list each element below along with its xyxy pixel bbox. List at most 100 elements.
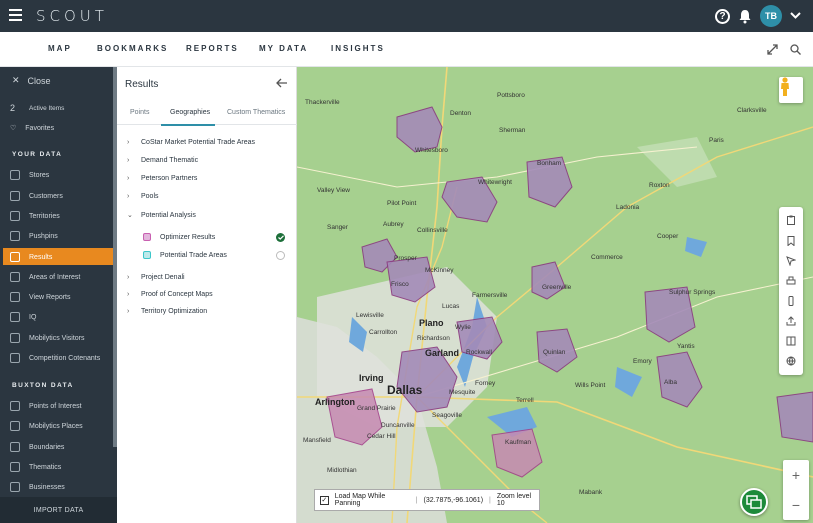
map-canvas[interactable]: Dallas Irving Arlington Garland Plano Mc… <box>297 67 813 523</box>
results-tabs: Points Geographies Custom Thematics <box>117 103 297 126</box>
map-label-denton: Denton <box>450 110 471 117</box>
nav-map[interactable]: MAP <box>48 44 72 53</box>
map-label-carrollton: Carrollton <box>369 329 398 336</box>
zoom-in-button[interactable]: + <box>791 467 801 483</box>
nav-insights[interactable]: INSIGHTS <box>331 44 385 53</box>
import-data-button[interactable]: IMPORT DATA <box>0 497 117 523</box>
map-label-garland: Garland <box>425 348 460 358</box>
bell-icon[interactable] <box>738 9 752 24</box>
map-label-frisco: Frisco <box>391 281 409 288</box>
map-label-pottsboro: Pottsboro <box>497 92 525 99</box>
map-label-duncanville: Duncanville <box>381 422 415 429</box>
map-label-sulphur-springs: Sulphur Springs <box>669 289 716 296</box>
globe-icon[interactable] <box>786 356 796 366</box>
chat-fab-button[interactable] <box>740 488 768 516</box>
tree-item-project-denali[interactable]: › Project Denali <box>127 274 185 281</box>
tree-item-demand-thematic[interactable]: › Demand Thematic <box>127 157 199 164</box>
print-icon[interactable] <box>786 276 796 286</box>
sidebar-item-points-of-interest[interactable]: Points of Interest <box>10 398 115 414</box>
results-panel: Results Points Geographies Custom Themat… <box>117 67 297 523</box>
tab-geographies[interactable]: Geographies <box>170 109 211 116</box>
folder-icon <box>10 272 20 282</box>
sub-item-potential-trade-areas[interactable]: Potential Trade Areas <box>143 251 227 259</box>
top-bar: SCOUT ? TB <box>0 0 813 32</box>
tree-item-proof-of-concept[interactable]: › Proof of Concept Maps <box>127 291 213 298</box>
bookmark-icon[interactable] <box>786 236 796 246</box>
avatar[interactable]: TB <box>760 5 782 27</box>
tree-item-peterson[interactable]: › Peterson Partners <box>127 175 198 182</box>
zoom-out-button[interactable]: − <box>791 497 801 513</box>
sidebar-item-pushpins[interactable]: Pushpins <box>10 228 115 244</box>
sidebar-item-results[interactable]: Results <box>10 249 115 265</box>
trade-area-swatch <box>143 251 151 259</box>
optimizer-swatch <box>143 233 151 241</box>
load-while-panning-checkbox[interactable]: ✓ <box>320 495 329 505</box>
map-label-roxton: Roxton <box>649 182 670 189</box>
chevron-down-icon[interactable] <box>790 11 801 22</box>
cursor-icon[interactable] <box>786 256 796 266</box>
sidebar-item-territories[interactable]: Territories <box>10 208 115 224</box>
expand-icon[interactable] <box>767 42 778 60</box>
map-label-terrell: Terrell <box>516 397 534 404</box>
sidebar-item-favorites[interactable]: ♡ Favorites <box>10 124 55 133</box>
sidebar-item-competition-cotenants[interactable]: Competition Cotenants <box>10 350 115 366</box>
checked-circle-icon[interactable] <box>276 233 285 242</box>
map-label-yantis: Yantis <box>677 343 695 350</box>
sidebar-item-businesses[interactable]: Businesses <box>10 479 115 495</box>
nav-bookmarks[interactable]: BOOKMARKS <box>97 44 169 53</box>
sidebar-item-iq[interactable]: IQ <box>10 309 115 325</box>
app-logo: SCOUT <box>36 7 108 25</box>
sub-item-optimizer-results[interactable]: Optimizer Results <box>143 233 215 241</box>
tree-item-pools[interactable]: › Pools <box>127 193 159 200</box>
nav-reports[interactable]: REPORTS <box>186 44 239 53</box>
tab-points[interactable]: Points <box>130 109 150 116</box>
sidebar-item-thematics[interactable]: Thematics <box>10 459 115 475</box>
map-label-prosper: Prosper <box>394 255 417 262</box>
thematics-icon <box>10 462 20 472</box>
sidebar-item-boundaries[interactable]: Boundaries <box>10 439 115 455</box>
close-button[interactable]: ✕ Close <box>12 75 51 86</box>
chevron-right-icon: › <box>127 274 130 281</box>
map-label-grand-prairie: Grand Prairie <box>357 405 396 412</box>
share-icon[interactable] <box>786 316 796 326</box>
close-icon: ✕ <box>12 75 20 85</box>
zoom-level-readout: Zoom level 10 <box>496 493 532 507</box>
chevron-right-icon: › <box>127 193 130 200</box>
map-label-rockwall: Rockwall <box>466 349 493 356</box>
map-label-mabank: Mabank <box>579 489 603 496</box>
map-label-mansfield: Mansfield <box>303 437 331 444</box>
tree-item-potential-analysis[interactable]: ⌄ Potential Analysis <box>127 211 196 220</box>
territories-icon <box>10 211 20 221</box>
sidebar-item-stores[interactable]: Stores <box>10 167 115 183</box>
map-label-valley-view: Valley View <box>317 187 350 194</box>
map-label-whitesboro: Whitesboro <box>415 147 448 154</box>
sidebar-item-customers[interactable]: Customers <box>10 188 115 204</box>
mobile-icon[interactable] <box>786 296 796 306</box>
sidebar-item-active-items[interactable]: 2 Active Items <box>10 103 65 113</box>
search-icon[interactable] <box>790 42 801 60</box>
sidebar-item-mobilytics-places[interactable]: Mobilytics Places <box>10 418 115 434</box>
back-arrow-icon[interactable] <box>276 77 288 91</box>
street-view-pegman-icon[interactable] <box>779 77 803 103</box>
tree-item-costar[interactable]: › CoStar Market Potential Trade Areas <box>127 139 255 146</box>
hamburger-menu-icon[interactable] <box>9 9 22 22</box>
unchecked-circle-icon[interactable] <box>276 251 285 260</box>
nav-bar: MAP BOOKMARKS REPORTS MY DATA INSIGHTS <box>0 32 813 67</box>
columns-icon[interactable] <box>786 336 796 346</box>
sidebar-scrollbar[interactable] <box>113 67 117 447</box>
report-icon <box>10 292 20 302</box>
map-label-pilot-point: Pilot Point <box>387 200 417 207</box>
buxton-data-heading: BUXTON DATA <box>12 382 74 389</box>
active-count: 2 <box>10 103 16 113</box>
help-icon[interactable]: ? <box>715 8 730 24</box>
nav-my-data[interactable]: MY DATA <box>259 44 309 53</box>
tree-item-territory-optimization[interactable]: › Territory Optimization <box>127 308 208 315</box>
sidebar-item-areas-of-interest[interactable]: Areas of Interest <box>10 269 115 285</box>
map-label-quinlan: Quinlan <box>543 349 566 356</box>
map-label-aubrey: Aubrey <box>383 221 404 228</box>
clipboard-icon[interactable] <box>786 215 796 225</box>
sidebar-item-mobilytics-visitors[interactable]: Mobilytics Visitors <box>10 330 115 346</box>
tab-custom-thematics[interactable]: Custom Thematics <box>227 109 286 116</box>
sidebar-item-view-reports[interactable]: View Reports <box>10 289 115 305</box>
business-icon <box>10 482 20 492</box>
